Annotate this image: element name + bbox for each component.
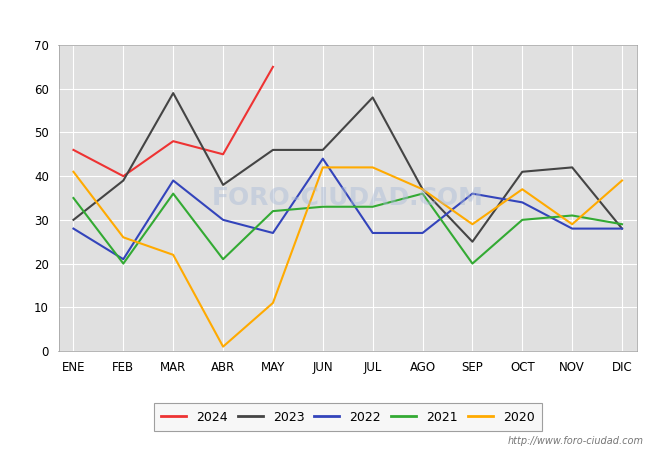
Text: FORO-CIUDAD.COM: FORO-CIUDAD.COM — [212, 186, 484, 210]
Text: Matriculaciones de Vehiculos en Manilva: Matriculaciones de Vehiculos en Manilva — [157, 11, 493, 29]
Legend: 2024, 2023, 2022, 2021, 2020: 2024, 2023, 2022, 2021, 2020 — [153, 403, 542, 431]
Text: http://www.foro-ciudad.com: http://www.foro-ciudad.com — [508, 436, 644, 446]
